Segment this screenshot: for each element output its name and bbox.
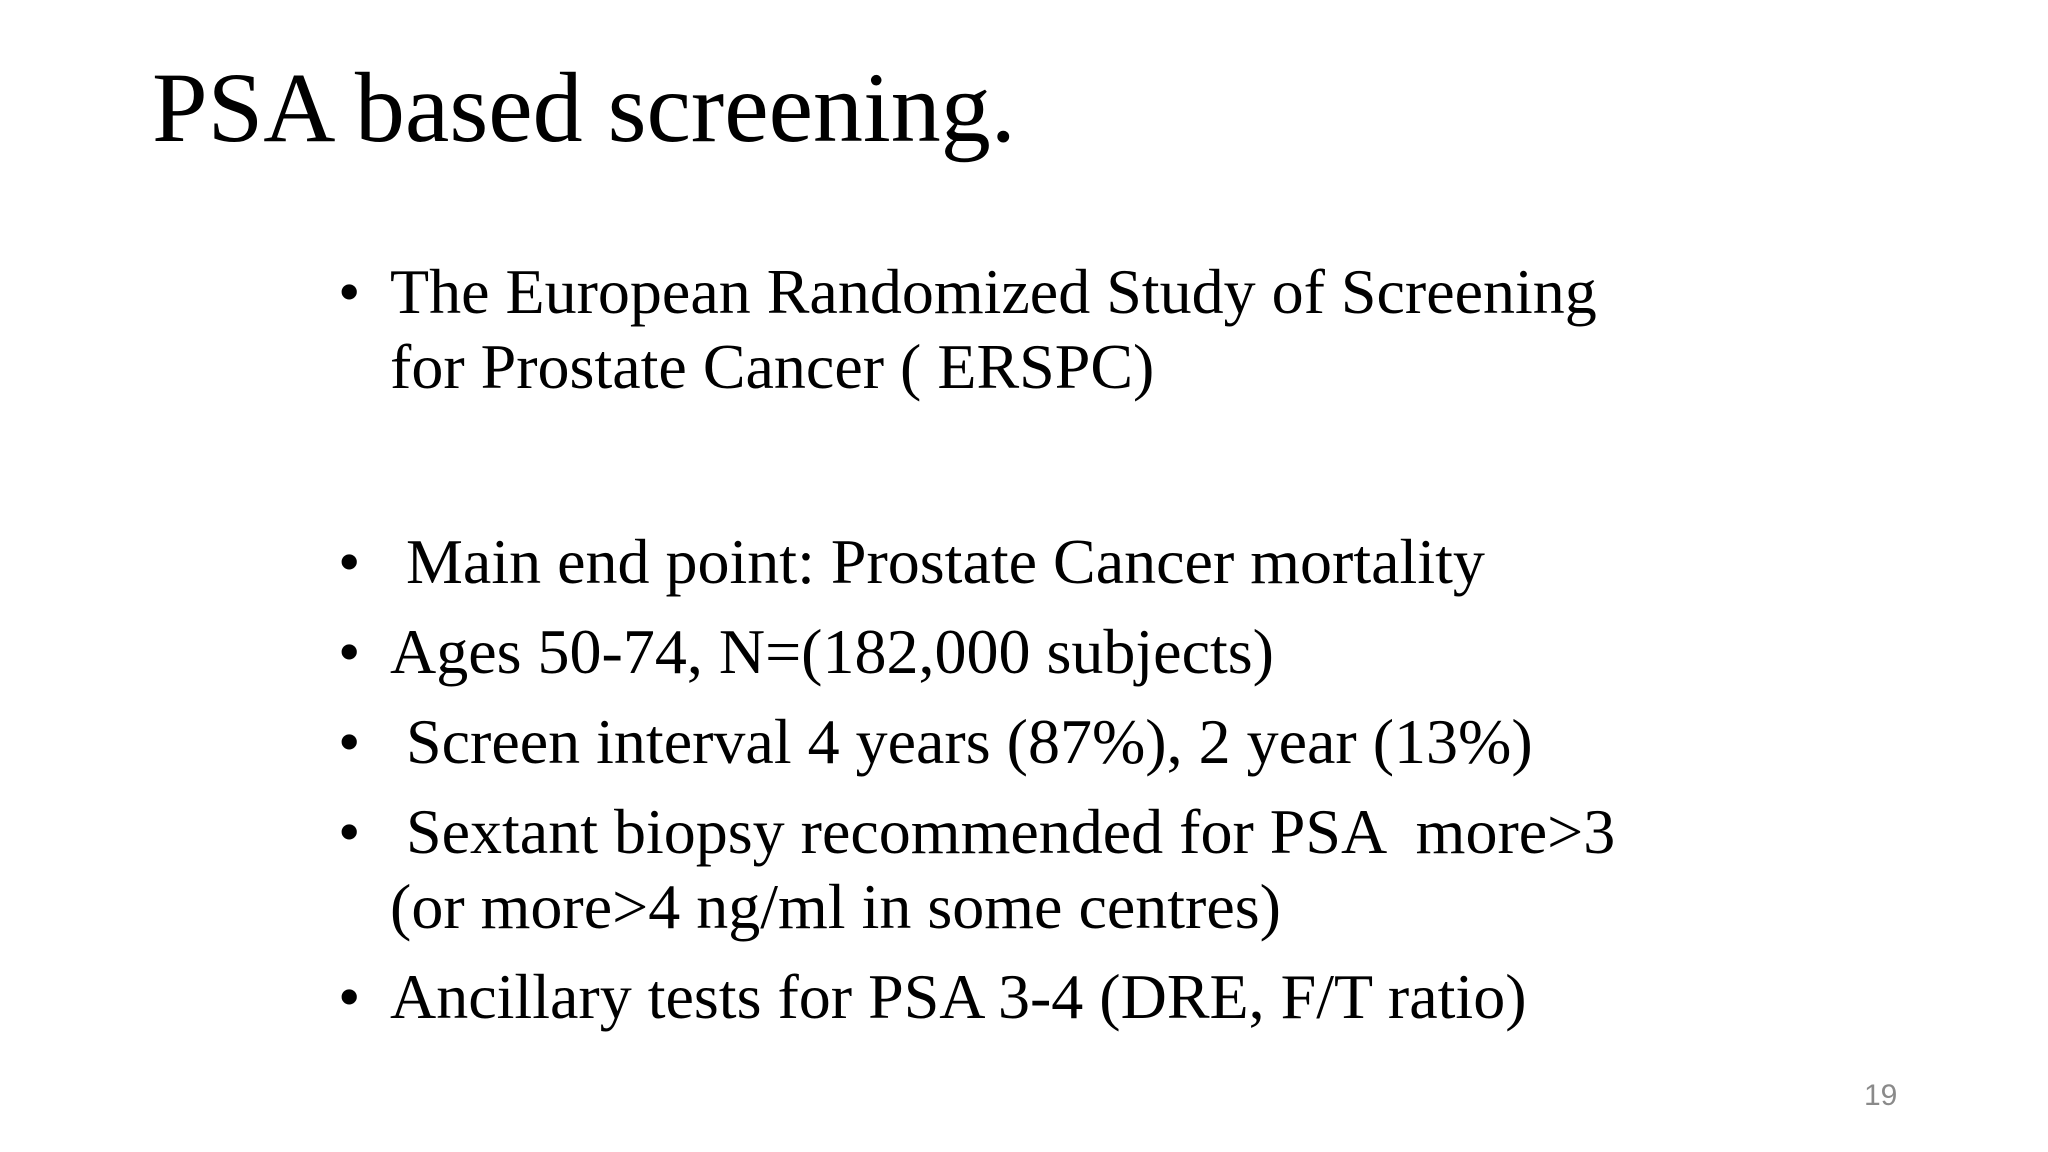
bullet-marker: • <box>338 706 361 777</box>
bullet-item-biopsy: • Sextant biopsy recommended for PSA mor… <box>338 794 1898 944</box>
bullet-line: for Prostate Cancer ( ERSPC) <box>390 331 1155 402</box>
bullet-item-ancillary: • Ancillary tests for PSA 3-4 (DRE, F/T … <box>338 959 1898 1034</box>
bullet-list: • The European Randomized Study of Scree… <box>338 254 1898 1049</box>
bullet-line: (or more>4 ng/ml in some centres) <box>390 871 1281 942</box>
bullet-marker: • <box>338 616 361 687</box>
slide-page-number: 19 <box>1864 1079 1898 1112</box>
bullet-marker: • <box>338 526 361 597</box>
bullet-marker: • <box>338 256 361 327</box>
bullet-line: Screen interval 4 years (87%), 2 year (1… <box>390 706 1533 777</box>
bullet-marker: • <box>338 961 361 1032</box>
bullet-item-endpoint: • Main end point: Prostate Cancer mortal… <box>338 524 1898 599</box>
page-title: PSA based screening. <box>152 52 1016 163</box>
bullet-item-interval: • Screen interval 4 years (87%), 2 year … <box>338 704 1898 779</box>
bullet-line: Ancillary tests for PSA 3-4 (DRE, F/T ra… <box>390 961 1527 1032</box>
bullet-marker: • <box>338 796 361 867</box>
bullet-line: Sextant biopsy recommended for PSA more>… <box>390 796 1616 867</box>
bullet-line: Ages 50-74, N=(182,000 subjects) <box>390 616 1274 687</box>
bullet-item-ages: • Ages 50-74, N=(182,000 subjects) <box>338 614 1898 689</box>
bullet-line: The European Randomized Study of Screeni… <box>390 256 1597 327</box>
bullet-line: Main end point: Prostate Cancer mortalit… <box>390 526 1485 597</box>
bullet-item-erspc: • The European Randomized Study of Scree… <box>338 254 1898 404</box>
paragraph-spacer <box>338 419 1898 524</box>
